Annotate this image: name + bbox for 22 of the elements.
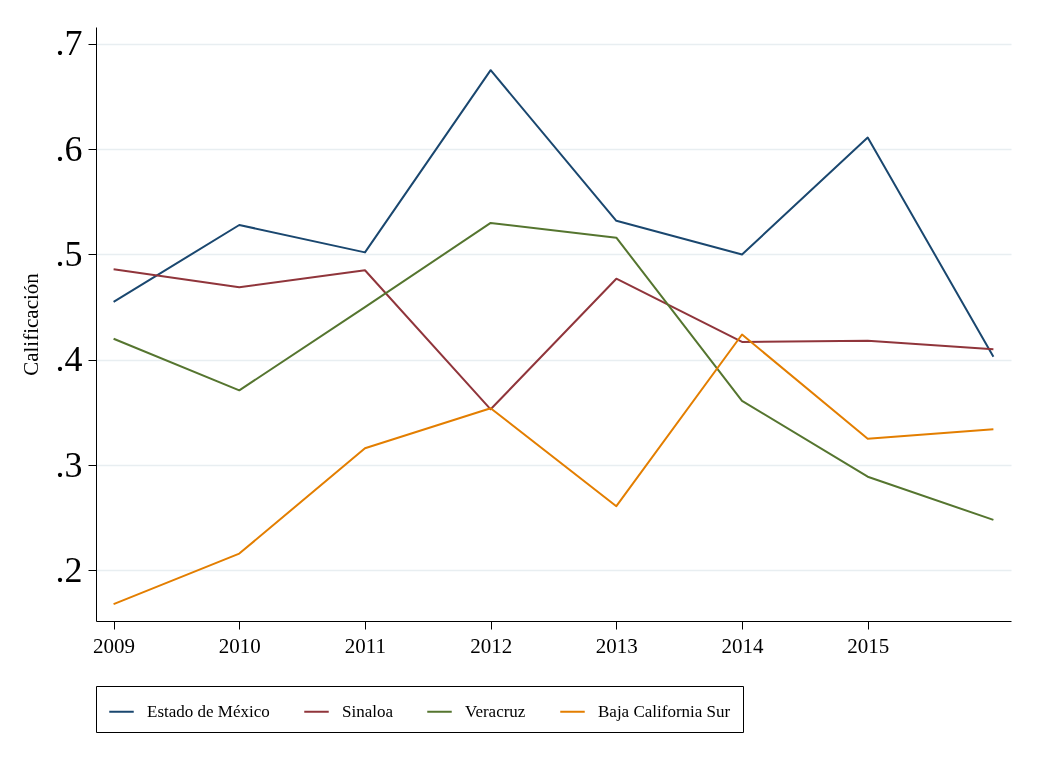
line-series [112,221,995,521]
line-series [112,333,995,606]
y-tick-label: .3 [55,444,83,485]
x-tick-label: 2014 [721,633,765,658]
legend-label: Sinaloa [342,701,394,721]
line-series [112,268,995,411]
y-tick-label: .6 [55,128,83,169]
x-tick-label: 2010 [218,633,261,658]
line-series [112,69,995,358]
x-tick-label: 2015 [847,633,890,658]
x-tick-label: 2013 [595,633,638,658]
y-tick-label: .4 [55,339,83,380]
x-tick-label: 2012 [470,633,513,658]
y-axis-title: Calificación [18,272,43,376]
x-tick-label: 2009 [93,633,136,658]
y-tick-label: .2 [55,549,83,590]
x-tick-label: 2011 [344,633,387,658]
legend-label: Estado de México [147,701,270,721]
y-tick-label: .5 [55,233,83,274]
legend-label: Baja California Sur [598,701,731,721]
legend-label: Veracruz [465,701,526,721]
y-tick-label: .7 [55,23,83,64]
